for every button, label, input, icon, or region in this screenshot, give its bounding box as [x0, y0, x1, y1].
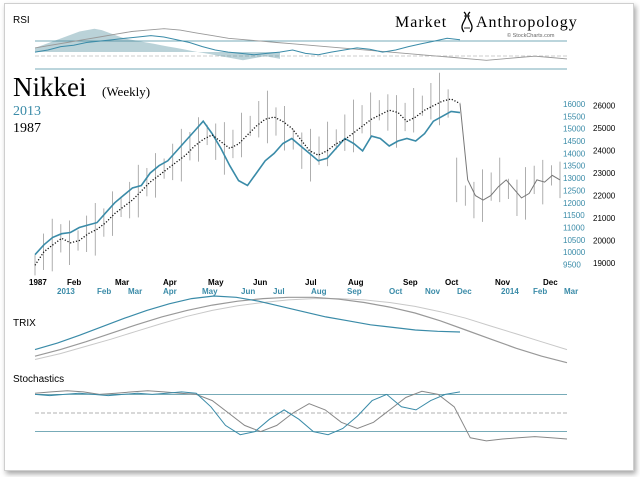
xlabel-2013-1: Feb: [97, 287, 111, 296]
xlabel-2013-9: Oct: [389, 287, 403, 296]
x-labels-1987: 1987 Feb Mar Apr May Jun Jul Aug Sep Oct Nov Dec: [29, 278, 558, 287]
price-panel: [34, 72, 561, 276]
tick-2013-13000: 13000: [563, 174, 586, 183]
tick-1987-26000: 26000: [593, 102, 616, 111]
trix-2013-line: [34, 295, 461, 351]
xlabel-1987-11: Dec: [543, 278, 558, 287]
dna-logo-icon: [461, 11, 473, 33]
xlabel-2013-7: Aug: [311, 287, 327, 296]
xlabel-2013-11: Dec: [457, 287, 472, 296]
tick-2013-10000: 10000: [563, 248, 586, 257]
axis-right-1987: 19000 20000 21000 22000 23000 24000 25000 26000: [593, 102, 616, 268]
tick-2013-10500: 10500: [563, 236, 586, 245]
stochastics-label: Stochastics: [13, 374, 64, 385]
tick-2013-14000: 14000: [563, 149, 586, 158]
stoch-2013-line: [34, 391, 461, 436]
xlabel-1987-4: May: [208, 278, 224, 287]
xlabel-1987-7: Aug: [348, 278, 364, 287]
xlabel-1987-6: Jul: [305, 278, 317, 287]
xlabel-2013-8: Sep: [347, 287, 362, 296]
xlabel-1987-2: Mar: [115, 278, 129, 287]
nikkei-chart: Market Anthropology © StockCharts.com RS…: [13, 11, 616, 442]
tick-1987-21000: 21000: [593, 214, 616, 223]
chart-title: Nikkei: [13, 72, 87, 102]
xlabel-2013-12: 2014: [501, 287, 519, 296]
trix-signal-1987: [34, 298, 568, 360]
chart-subtitle: (Weekly): [102, 84, 150, 99]
xlabel-2013-0: 2013: [57, 287, 75, 296]
xlabel-1987-5: Jun: [253, 278, 267, 287]
tick-2013-12500: 12500: [563, 186, 586, 195]
tick-1987-19000: 19000: [593, 259, 616, 268]
trix-1987-line: [34, 296, 568, 364]
rsi-2013-line: [34, 35, 461, 56]
xlabel-1987-3: Apr: [163, 278, 177, 287]
xlabel-2013-5: Jun: [241, 287, 255, 296]
brand-name-part1: Market: [395, 14, 447, 31]
xlabel-2013-4: May: [202, 287, 218, 296]
stoch-1987-line: [34, 390, 568, 442]
xlabel-1987-10: Nov: [495, 278, 511, 287]
trix-series-group: [34, 295, 568, 364]
credit-text: © StockCharts.com: [507, 32, 555, 39]
axis-right-2013: 9500 10000 10500 11000 11500 12000 12500 13000 1…: [563, 100, 586, 270]
series-2013-line: [34, 110, 461, 256]
stochastics-series-group: [34, 390, 568, 442]
tick-1987-20000: 20000: [593, 237, 616, 246]
xlabel-2013-13: Feb: [533, 287, 547, 296]
xlabel-2013-2: Mar: [128, 287, 142, 296]
rsi-label: RSI: [13, 15, 30, 26]
trix-label: TRIX: [13, 318, 36, 329]
xlabel-1987-8: Sep: [403, 278, 418, 287]
series-1987-tail: [459, 103, 561, 201]
rsi-series-group: [34, 28, 568, 61]
tick-2013-15500: 15500: [563, 112, 586, 121]
tick-2013-12000: 12000: [563, 199, 586, 208]
xlabel-2013-14: Mar: [564, 287, 578, 296]
xlabel-2013-10: Nov: [425, 287, 441, 296]
brand-name-part2: Anthropology: [476, 14, 578, 31]
xlabel-1987-0: 1987: [29, 278, 47, 287]
tick-2013-15000: 15000: [563, 125, 586, 134]
legend-2013: 2013: [13, 104, 41, 119]
tick-1987-25000: 25000: [593, 124, 616, 133]
rsi-1987-fill: [35, 28, 280, 61]
xlabel-2013-3: Apr: [163, 287, 177, 296]
tick-1987-24000: 24000: [593, 147, 616, 156]
xlabel-1987-9: Oct: [445, 278, 459, 287]
tick-2013-16000: 16000: [563, 100, 586, 109]
tick-2013-14500: 14500: [563, 137, 586, 146]
rsi-1987-line: [34, 28, 568, 61]
x-labels-2013: 2013 Feb Mar Apr May Jun Jul Aug Sep Oct Nov Dec 201…: [57, 287, 578, 296]
tick-1987-22000: 22000: [593, 192, 616, 201]
tick-1987-23000: 23000: [593, 169, 616, 178]
tick-2013-13500: 13500: [563, 162, 586, 171]
tick-2013-11500: 11500: [563, 211, 585, 220]
tick-2013-11000: 11000: [563, 224, 585, 233]
legend-1987: 1987: [13, 121, 41, 136]
chart-frame: Market Anthropology © StockCharts.com RS…: [4, 3, 634, 471]
xlabel-2013-6: Jul: [273, 287, 285, 296]
xlabel-1987-1: Feb: [67, 278, 81, 287]
tick-2013-9500: 9500: [563, 261, 581, 270]
